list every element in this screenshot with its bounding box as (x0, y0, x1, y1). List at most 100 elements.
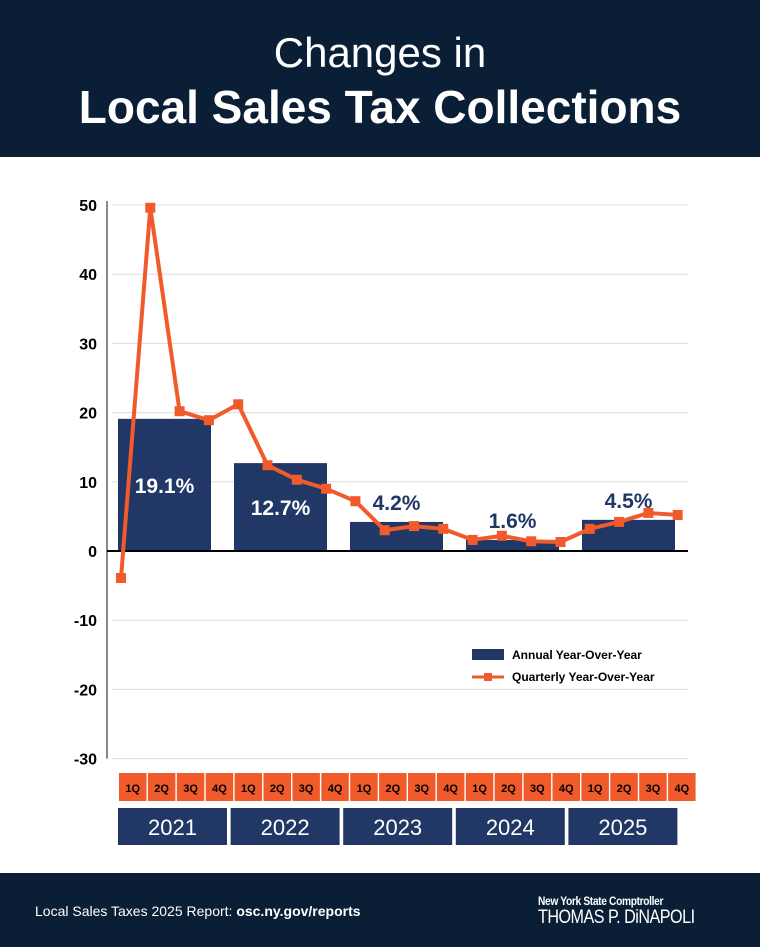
quarterly-point-2021-1Q (116, 572, 126, 583)
quarter-label: 1Q (588, 783, 603, 795)
quarterly-point-2023-2Q (379, 525, 390, 536)
quarter-box (379, 773, 407, 801)
year-label: 2023 (373, 815, 422, 840)
bar-label-2023: 4.2% (373, 492, 421, 515)
quarterly-point-2023-1Q (350, 496, 361, 507)
quarter-label: 2Q (154, 783, 169, 795)
quarterly-point-2023-3Q (409, 521, 419, 532)
legend-annual: Annual Year-Over-Year (512, 648, 642, 662)
logo-line-2: THOMAS P. DiNAPOLI (537, 907, 695, 928)
legend-bar-swatch (472, 649, 504, 660)
quarterly-point-2024-1Q (467, 534, 478, 545)
y-tick-label: 10 (79, 475, 97, 492)
y-tick-label: 0 (88, 544, 97, 561)
legend-line-marker (484, 673, 492, 681)
quarter-label: 1Q (357, 783, 372, 795)
quarterly-point-2022-4Q (321, 483, 332, 494)
quarter-label: 3Q (299, 783, 314, 795)
quarter-box (436, 773, 465, 801)
y-tick-label: 50 (79, 198, 97, 215)
source-prefix: Local Sales Taxes 2025 Report: (35, 903, 237, 919)
quarter-label: 4Q (328, 783, 343, 795)
title-line-2: Local Sales Tax Collections (78, 81, 682, 133)
quarter-box (610, 773, 638, 801)
quarterly-point-2021-4Q (203, 415, 214, 426)
quarter-box (668, 773, 696, 801)
quarter-box (205, 773, 234, 801)
y-tick-label: 20 (79, 406, 97, 423)
y-tick-label: 40 (79, 267, 97, 284)
quarter-label: 2Q (386, 783, 401, 795)
quarterly-point-2025-1Q (584, 523, 595, 534)
quarter-box (176, 773, 205, 801)
quarter-box (234, 773, 263, 801)
y-tick-label: -20 (74, 682, 97, 699)
footer: Local Sales Taxes 2025 Report: osc.ny.go… (0, 873, 760, 947)
legend-quarterly: Quarterly Year-Over-Year (512, 670, 655, 684)
y-tick-label: 30 (79, 336, 97, 353)
logo-line-1: New York State Comptroller (537, 894, 663, 908)
year-box-2025 (568, 808, 678, 845)
quarter-label: 4Q (443, 783, 458, 795)
header: Changes in Local Sales Tax Collections (0, 0, 760, 157)
quarter-box (523, 773, 552, 801)
quarter-label: 2Q (501, 783, 516, 795)
quarter-box (350, 773, 378, 801)
year-label: 2024 (486, 815, 535, 840)
quarter-box (263, 773, 291, 801)
quarterly-point-2024-2Q (496, 530, 507, 541)
quarterly-point-2021-2Q (145, 202, 156, 213)
quarter-box (494, 773, 523, 801)
quarter-label: 3Q (646, 783, 661, 795)
quarter-label: 1Q (472, 783, 487, 795)
year-box-2023 (343, 808, 453, 845)
quarter-box (465, 773, 494, 801)
quarter-box (552, 773, 580, 801)
quarterly-point-2022-2Q (262, 460, 273, 471)
quarterly-point-2025-2Q (614, 516, 625, 527)
comptroller-logo: New York State Comptroller THOMAS P. DiN… (538, 895, 722, 927)
quarter-label: 1Q (241, 783, 256, 795)
source-note: Local Sales Taxes 2025 Report: osc.ny.go… (35, 903, 361, 919)
year-label: 2022 (261, 815, 310, 840)
quarterly-point-2023-4Q (438, 523, 449, 534)
quarterly-point-2024-4Q (555, 537, 566, 548)
quarter-box (119, 773, 147, 801)
quarterly-point-2022-1Q (233, 399, 244, 410)
bar-2024 (466, 539, 559, 551)
quarter-label: 4Q (675, 783, 690, 795)
year-box-2021 (118, 808, 227, 845)
y-tick-label: -30 (74, 752, 97, 769)
year-label: 2025 (598, 815, 647, 840)
quarter-label: 2Q (617, 783, 632, 795)
title-line-1: Changes in (273, 29, 487, 76)
quarter-box (581, 773, 609, 801)
quarter-box (292, 773, 320, 801)
year-box-2022 (230, 808, 340, 845)
quarter-box (147, 773, 176, 801)
bar-label-2025: 4.5% (605, 490, 653, 513)
y-tick-label: -10 (74, 613, 97, 630)
bar-label-2022: 12.7% (251, 497, 311, 520)
quarterly-point-2025-4Q (672, 510, 683, 521)
quarterly-point-2021-3Q (174, 406, 185, 417)
chart: 50 40 30 20 10 0 -10 -20 -30 19.1% 12.7% 4.2% 1.6% 4.… (74, 198, 696, 845)
quarter-label: 4Q (559, 783, 574, 795)
quarter-label: 3Q (530, 783, 545, 795)
quarter-label: 2Q (270, 783, 285, 795)
bar-label-2021: 19.1% (135, 475, 195, 498)
year-label: 2021 (148, 815, 197, 840)
quarter-label: 4Q (212, 783, 227, 795)
quarter-box (639, 773, 667, 801)
year-box-2024 (455, 808, 565, 845)
quarter-label: 3Q (414, 783, 429, 795)
quarterly-point-2025-3Q (643, 507, 654, 518)
source-link[interactable]: osc.ny.gov/reports (236, 903, 361, 919)
quarter-label: 3Q (183, 783, 198, 795)
bar-2022 (234, 463, 327, 551)
quarter-label: 1Q (125, 783, 140, 795)
bar-label-2024: 1.6% (489, 510, 537, 533)
bar-2025 (582, 519, 675, 551)
quarter-box (321, 773, 349, 801)
quarterly-point-2022-3Q (291, 474, 302, 485)
